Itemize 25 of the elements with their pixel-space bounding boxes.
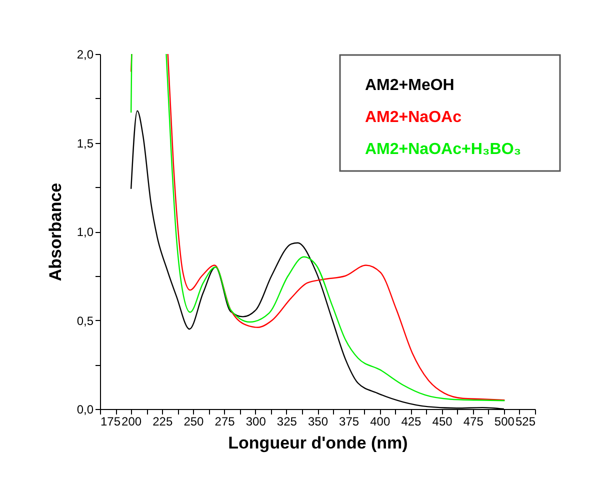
x-tick-label: 325: [276, 414, 298, 428]
x-tick-label: 250: [184, 414, 204, 428]
text: AM2+MeOH: [365, 77, 454, 94]
y-tick-label: 0,5: [76, 314, 94, 328]
x-tick-label: 475: [463, 414, 484, 428]
x-tick-label: 375: [339, 414, 360, 428]
y-axis-title: Absorbance: [46, 182, 65, 282]
x-tick-label: 425: [401, 414, 422, 428]
x-tick-label: 400: [370, 414, 390, 428]
y-tick-label: 2,0: [76, 48, 94, 62]
y-tick-label: 1,5: [76, 136, 94, 150]
x-tick-label: 200: [122, 414, 142, 428]
x-tick-label: 350: [308, 414, 328, 428]
x-tick-label: 450: [432, 414, 453, 428]
x-tick-label: 175: [100, 414, 121, 428]
x-tick-label: 500: [494, 414, 515, 428]
x-axis-title: Longueur d'onde (nm): [228, 434, 408, 452]
x-tick-label: 225: [152, 414, 173, 428]
x-tick-label: 275: [214, 414, 236, 428]
y-tick-label: 1,0: [76, 225, 94, 239]
y-tick-label: 0,0: [76, 402, 94, 416]
x-tick-label: 525: [515, 414, 536, 428]
text: AM2+NaOAc+H₃BO₃: [365, 141, 522, 158]
text: AM2+NaOAc: [365, 109, 462, 126]
x-tick-label: 300: [246, 414, 266, 428]
